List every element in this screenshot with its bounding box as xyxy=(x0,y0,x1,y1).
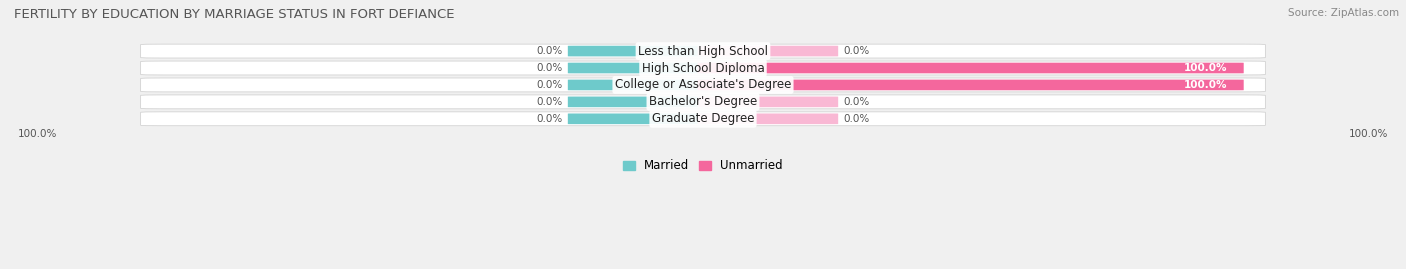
FancyBboxPatch shape xyxy=(568,114,709,124)
Text: 0.0%: 0.0% xyxy=(844,97,870,107)
Text: 0.0%: 0.0% xyxy=(536,63,562,73)
FancyBboxPatch shape xyxy=(568,97,709,107)
FancyBboxPatch shape xyxy=(697,80,1244,90)
Text: 0.0%: 0.0% xyxy=(536,46,562,56)
Text: 0.0%: 0.0% xyxy=(536,97,562,107)
FancyBboxPatch shape xyxy=(568,63,709,73)
Text: High School Diploma: High School Diploma xyxy=(641,62,765,75)
Text: 0.0%: 0.0% xyxy=(536,114,562,124)
FancyBboxPatch shape xyxy=(697,46,838,56)
Text: Less than High School: Less than High School xyxy=(638,45,768,58)
Text: 100.0%: 100.0% xyxy=(1348,129,1388,139)
Text: 100.0%: 100.0% xyxy=(1184,63,1227,73)
Text: Graduate Degree: Graduate Degree xyxy=(652,112,754,125)
Legend: Married, Unmarried: Married, Unmarried xyxy=(623,159,783,172)
Text: Bachelor's Degree: Bachelor's Degree xyxy=(650,95,756,108)
Text: 100.0%: 100.0% xyxy=(18,129,58,139)
Text: College or Associate's Degree: College or Associate's Degree xyxy=(614,79,792,91)
FancyBboxPatch shape xyxy=(697,63,1244,73)
FancyBboxPatch shape xyxy=(141,44,1265,58)
Text: FERTILITY BY EDUCATION BY MARRIAGE STATUS IN FORT DEFIANCE: FERTILITY BY EDUCATION BY MARRIAGE STATU… xyxy=(14,8,454,21)
FancyBboxPatch shape xyxy=(697,114,838,124)
FancyBboxPatch shape xyxy=(568,80,709,90)
Text: 0.0%: 0.0% xyxy=(844,114,870,124)
FancyBboxPatch shape xyxy=(141,78,1265,92)
Text: 100.0%: 100.0% xyxy=(1184,80,1227,90)
FancyBboxPatch shape xyxy=(697,97,838,107)
FancyBboxPatch shape xyxy=(141,95,1265,109)
Text: 0.0%: 0.0% xyxy=(844,46,870,56)
FancyBboxPatch shape xyxy=(141,61,1265,75)
FancyBboxPatch shape xyxy=(568,46,709,56)
FancyBboxPatch shape xyxy=(141,112,1265,126)
Text: 0.0%: 0.0% xyxy=(536,80,562,90)
Text: Source: ZipAtlas.com: Source: ZipAtlas.com xyxy=(1288,8,1399,18)
